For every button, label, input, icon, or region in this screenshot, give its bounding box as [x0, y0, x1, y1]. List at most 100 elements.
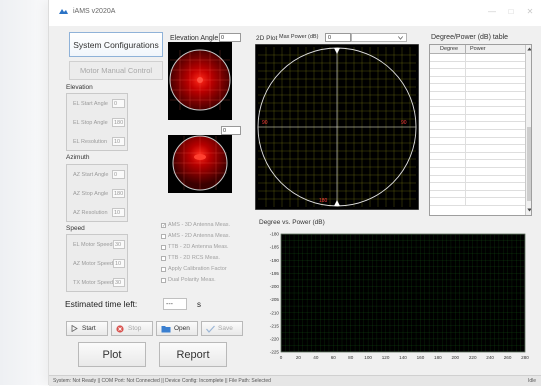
table-cell-divider: [465, 137, 466, 145]
checkbox-ams-3d-label: AMS - 3D Antenna Meas.: [168, 222, 231, 228]
table-row[interactable]: [430, 183, 525, 191]
column-divider: [465, 45, 466, 53]
checkbox-dual-polarity[interactable]: Dual Polarity Meas.: [161, 277, 216, 283]
table-row[interactable]: [430, 129, 525, 138]
table-row[interactable]: [430, 145, 525, 153]
table-scrollbar[interactable]: [525, 45, 532, 215]
az-resolution-field[interactable]: 10: [112, 208, 125, 217]
table-row[interactable]: [430, 54, 525, 62]
scroll-down-icon[interactable]: [527, 208, 532, 212]
el-motor-speed-field[interactable]: 30: [113, 240, 125, 249]
checkbox-ttb-2d-antenna-label: TTB - 2D Antenna Meas.: [168, 244, 229, 250]
play-icon: [71, 325, 78, 332]
checkbox-dual-polarity-box[interactable]: [161, 277, 166, 283]
table-row[interactable]: [430, 114, 525, 123]
y-tick-label: -195: [270, 271, 280, 276]
table-row[interactable]: [430, 175, 525, 184]
start-button[interactable]: Start: [66, 321, 108, 336]
table-row[interactable]: [430, 99, 525, 108]
el-start-label: EL Start Angle: [73, 101, 108, 107]
x-tick-label: 220: [469, 355, 477, 360]
speed-group: EL Motor Speed 30 AZ Motor Speed 10 TX M…: [66, 234, 128, 292]
checkbox-ttb-2d-rcs-box[interactable]: [161, 255, 166, 261]
plot2d-label: 2D Plot: [256, 35, 278, 42]
checkbox-calibration-box[interactable]: [161, 266, 166, 272]
az-motor-speed-field[interactable]: 10: [113, 259, 125, 268]
checkbox-dual-polarity-label: Dual Polarity Meas.: [168, 277, 216, 283]
checkbox-ttb-2d-antenna-box[interactable]: [161, 244, 166, 250]
table-row[interactable]: [430, 107, 525, 115]
window-title: iAMS v2020A: [73, 8, 116, 15]
table-cell-divider: [465, 114, 466, 122]
table-row[interactable]: [430, 137, 525, 146]
az-stop-field[interactable]: 180: [112, 189, 125, 198]
tx-motor-speed-field[interactable]: 30: [113, 278, 125, 287]
table-row[interactable]: [430, 69, 525, 77]
checkbox-ams-3d[interactable]: ✓ AMS - 3D Antenna Meas.: [161, 222, 230, 228]
checkbox-calibration[interactable]: Apply Calibration Factor: [161, 266, 227, 272]
maximize-button[interactable]: □: [508, 7, 514, 16]
table-row[interactable]: [430, 167, 525, 176]
estimated-time-field: ---: [163, 298, 187, 310]
x-tick-label: 20: [296, 355, 302, 360]
y-tick-label: -205: [270, 297, 280, 302]
tx-motor-speed-label: TX Motor Speed: [73, 280, 114, 286]
checkbox-ams-2d[interactable]: AMS - 2D Antenna Meas.: [161, 233, 230, 239]
table-row[interactable]: [430, 61, 525, 70]
checkbox-ttb-2d-antenna[interactable]: TTB - 2D Antenna Meas.: [161, 244, 229, 250]
table-row[interactable]: [430, 160, 525, 168]
x-tick-label: 40: [313, 355, 319, 360]
chart-title: Degree vs. Power (dB): [259, 219, 325, 226]
save-button[interactable]: Save: [201, 321, 243, 336]
el-resolution-field[interactable]: 10: [112, 137, 125, 146]
el-start-field[interactable]: 0: [112, 99, 125, 108]
plot-type-dropdown[interactable]: [351, 33, 407, 42]
elevation-angle-label: Elevation Angle: [170, 35, 219, 42]
report-button[interactable]: Report: [159, 342, 227, 367]
close-button[interactable]: ✕: [526, 7, 534, 16]
az-stop-label: AZ Stop Angle: [73, 191, 109, 197]
y-tick-label: -225: [270, 350, 280, 355]
table-row[interactable]: [430, 190, 525, 199]
elevation-angle-field: 0: [219, 33, 241, 42]
azimuth-heading: Azimuth: [66, 154, 90, 161]
checkbox-ams-2d-box[interactable]: [161, 233, 166, 239]
max-power-field[interactable]: 0: [325, 33, 351, 42]
open-button[interactable]: Open: [156, 321, 198, 336]
minimize-button[interactable]: —: [488, 7, 496, 16]
estimated-time-unit: s: [197, 300, 201, 309]
table-row[interactable]: [430, 152, 525, 161]
table-row[interactable]: [430, 122, 525, 130]
table-cell-divider: [465, 107, 466, 115]
plot-button[interactable]: Plot: [78, 342, 146, 367]
y-tick-label: -180: [270, 232, 280, 237]
table-scroll-thumb[interactable]: [527, 127, 531, 201]
az-start-field[interactable]: 0: [112, 170, 125, 179]
y-tick-label: -210: [270, 310, 280, 315]
x-tick-label: 80: [348, 355, 354, 360]
scroll-up-icon[interactable]: [527, 47, 532, 51]
table-cell-divider: [465, 175, 466, 183]
table-row[interactable]: [430, 91, 525, 100]
checkbox-ttb-2d-rcs[interactable]: TTB - 2D RCS Meas.: [161, 255, 220, 261]
polar-plot-2d: 90 90 180: [255, 44, 419, 210]
table-row[interactable]: [430, 76, 525, 85]
table-cell-divider: [465, 152, 466, 160]
system-configurations-button[interactable]: System Configurations: [69, 32, 163, 57]
y-tick-label: -215: [270, 323, 280, 328]
table-row[interactable]: [430, 198, 525, 206]
table-row[interactable]: [430, 84, 525, 92]
checkbox-ams-3d-box[interactable]: ✓: [161, 222, 167, 229]
el-stop-field[interactable]: 180: [112, 118, 125, 127]
motor-manual-control-button[interactable]: Motor Manual Control: [69, 61, 163, 80]
status-state: Idle: [527, 378, 536, 384]
table-title: Degree/Power (dB) table: [431, 34, 509, 41]
el-stop-label: EL Stop Angle: [73, 120, 108, 126]
table-cell-divider: [465, 122, 466, 130]
y-tick-label: -190: [270, 258, 280, 263]
degree-power-table: Degree Power: [429, 44, 532, 216]
x-tick-label: 180: [434, 355, 442, 360]
az-resolution-label: AZ Resolution: [73, 210, 108, 216]
stop-button[interactable]: Stop: [111, 321, 153, 336]
start-label: Start: [82, 325, 96, 332]
